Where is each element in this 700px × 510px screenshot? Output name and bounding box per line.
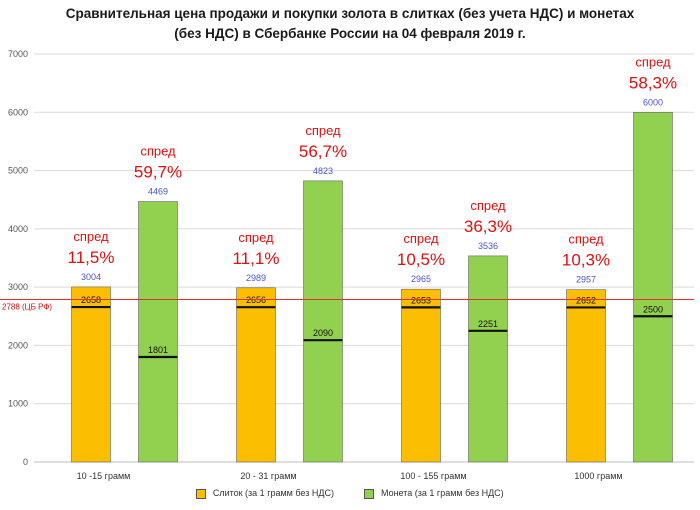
y-tick-label: 0 [23,457,28,467]
chart-legend: Слиток (за 1 грамм без НДС) Монета (за 1… [0,488,700,499]
bar-ingot [236,287,276,463]
sell-price-label: 2989 [246,273,266,283]
bar-ingot [401,288,441,463]
sell-price-label: 2957 [576,275,596,285]
sell-price-label: 3536 [478,241,498,251]
buy-price-label: 2500 [643,304,663,314]
spread-word-label: спред [403,231,439,246]
y-tick-label: 3000 [8,282,28,292]
y-tick-label: 1000 [8,399,28,409]
x-category-label: 100 - 155 грамм [400,471,466,481]
sell-price-label: 2965 [411,274,431,284]
spread-word-label: спред [568,232,604,247]
buy-price-label: 2652 [576,295,596,305]
sell-price-label: 6000 [643,97,663,107]
sell-price-label: 4823 [313,166,333,176]
spread-value-label: 59,7% [134,163,182,182]
bar-ingot [71,286,111,463]
spread-value-label: 10,3% [562,251,610,270]
spread-word-label: спред [305,123,341,138]
chart-title-line-2: (без НДС) в Сбербанке России на 04 февра… [174,26,526,41]
y-tick-label: 7000 [8,49,28,59]
x-category-label: 1000 грамм [574,471,622,481]
sell-price-label: 3004 [81,272,101,282]
y-tick-label: 4000 [8,224,28,234]
legend-label-bar: Слиток (за 1 грамм без НДС) [212,488,334,498]
legend-swatch-bar [196,488,207,499]
chart-title-line-1: Сравнительная цена продажи и покупки зол… [65,6,635,21]
spread-word-label: спред [140,144,176,159]
spread-value-label: 10,5% [397,250,445,269]
legend-swatch-coin [364,488,375,499]
legend-item-bar: Слиток (за 1 грамм без НДС) [196,488,334,499]
y-tick-label: 6000 [8,107,28,117]
sell-price-label: 4469 [148,187,168,197]
buy-price-label: 2251 [478,319,498,329]
spread-word-label: спред [238,230,274,245]
spread-value-label: 11,5% [68,248,115,267]
legend-item-coin: Монета (за 1 грамм без НДС) [364,488,504,499]
x-category-label: 20 - 31 грамм [240,471,296,481]
bar-coin [468,255,508,463]
spread-word-label: спред [635,54,671,69]
spread-value-label: 56,7% [299,142,347,161]
legend-label-coin: Монета (за 1 грамм без НДС) [380,488,504,498]
chart-title: Сравнительная цена продажи и покупки зол… [0,4,700,44]
spread-value-label: 36,3% [464,217,512,236]
spread-word-label: спред [73,229,109,244]
buy-price-label: 2658 [81,295,101,305]
bar-coin [633,111,673,463]
buy-price-label: 1801 [148,345,168,355]
bar-coin [138,201,178,463]
buy-price-label: 2653 [411,295,431,305]
x-category-label: 10 -15 грамм [77,471,131,481]
buy-price-label: 2656 [246,295,266,305]
spread-value-label: 11,1% [233,249,280,268]
bar-coin [303,180,343,463]
reference-line-label: 2788 (ЦБ РФ) [2,302,52,311]
y-tick-label: 5000 [8,166,28,176]
buy-price-label: 2090 [313,328,333,338]
y-tick-label: 2000 [8,340,28,350]
spread-word-label: спред [470,198,506,213]
bar-ingot [566,289,606,463]
spread-value-label: 58,3% [629,73,677,92]
